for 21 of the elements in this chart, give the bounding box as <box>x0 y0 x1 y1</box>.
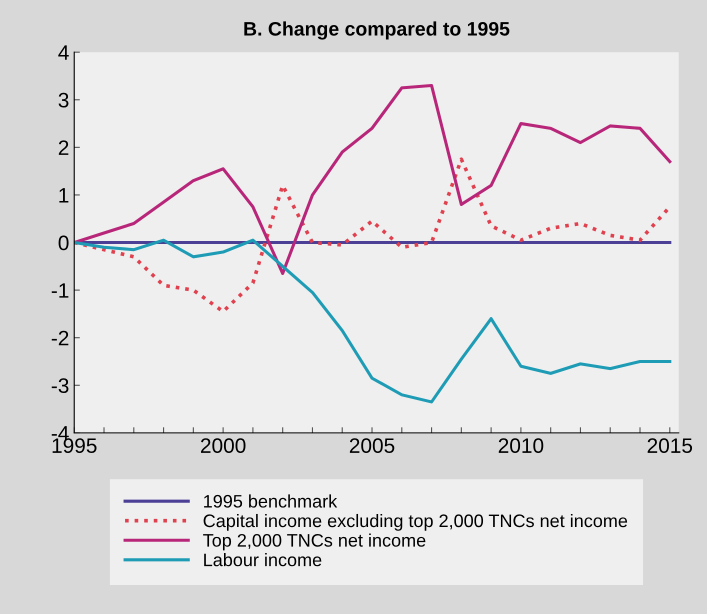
legend-label: Top 2,000 TNCs net income <box>203 533 426 550</box>
y-tick-label: -4 <box>52 426 69 440</box>
y-tick-label: -1 <box>52 283 68 298</box>
y-tick-label: -2 <box>52 330 68 346</box>
y-tick-label: 2 <box>58 140 68 155</box>
x-tick-label: 2015 <box>648 438 692 454</box>
legend-label: Labour income <box>204 553 322 566</box>
chart-title: B. Change compared to 1995 <box>244 21 510 40</box>
x-tick-label: 1995 <box>52 438 97 454</box>
y-tick-label: -3 <box>52 378 68 394</box>
y-tick-label: 4 <box>58 45 69 60</box>
line-series <box>74 84 672 275</box>
legend-label: Capital income excluding top 2,000 TNCs net income <box>204 514 628 531</box>
y-tick-label: 3 <box>58 92 68 108</box>
line-series <box>74 238 672 404</box>
x-tick-label: 2005 <box>350 438 394 454</box>
y-tick-label: 0 <box>58 236 69 250</box>
x-tick-label: 2010 <box>498 438 544 454</box>
legend-label: 1995 benchmark <box>204 494 338 508</box>
y-tick-label: 1 <box>59 188 68 202</box>
x-tick-label: 2000 <box>201 438 246 454</box>
